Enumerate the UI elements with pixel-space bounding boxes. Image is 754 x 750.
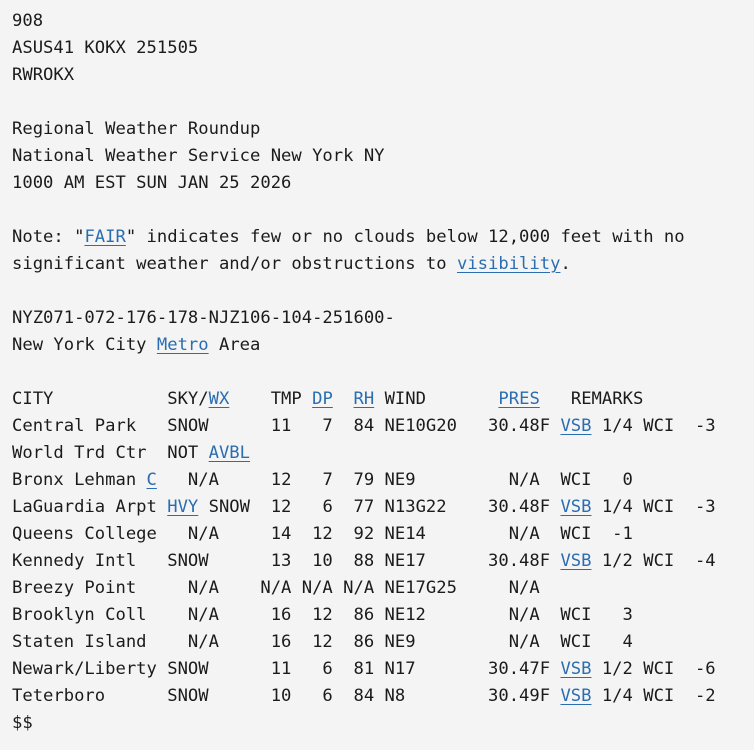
text-segment: New York City <box>12 335 157 355</box>
glossary-link-hvy[interactable]: HVY <box>167 497 199 517</box>
glossary-link-vsb[interactable]: VSB <box>560 686 592 706</box>
text-line: National Weather Service New York NY <box>12 143 754 170</box>
glossary-link-vsb[interactable]: VSB <box>560 416 592 436</box>
text-segment: N/A 12 7 79 NE9 N/A WCI 0 <box>156 470 633 490</box>
text-segment: WIND <box>374 389 499 409</box>
glossary-link-c[interactable]: C <box>146 470 157 490</box>
text-segment: significant weather and/or obstructions … <box>12 254 457 274</box>
text-segment: Brooklyn Coll N/A 16 12 86 NE12 N/A WCI … <box>12 605 633 625</box>
text-line <box>12 278 754 305</box>
glossary-link-dp[interactable]: DP <box>312 389 333 409</box>
text-segment: Newark/Liberty SNOW 11 6 81 N17 30.47F <box>12 659 561 679</box>
text-segment: Kennedy Intl SNOW 13 10 88 NE17 30.48F <box>12 551 561 571</box>
text-line: Central Park SNOW 11 7 84 NE10G20 30.48F… <box>12 413 754 440</box>
text-segment: " indicates few or no clouds below 12,00… <box>125 227 685 247</box>
text-segment: LaGuardia Arpt <box>12 497 168 517</box>
text-line: Bronx Lehman C N/A 12 7 79 NE9 N/A WCI 0 <box>12 467 754 494</box>
text-segment: 1/2 WCI -4 <box>591 551 716 571</box>
text-segment: Breezy Point N/A N/A N/A N/A NE17G25 N/A <box>12 578 540 598</box>
glossary-link-rh[interactable]: RH <box>353 389 375 409</box>
text-segment: RWROKX <box>12 65 75 85</box>
text-segment: ASUS41 KOKX 251505 <box>12 38 199 58</box>
text-segment: Bronx Lehman <box>12 470 147 490</box>
text-line: New York City Metro Area <box>12 332 754 359</box>
text-segment: SNOW 12 6 77 N13G22 30.48F <box>198 497 561 517</box>
glossary-link-vsb[interactable]: VSB <box>560 551 592 571</box>
text-segment: Teterboro SNOW 10 6 84 N8 30.49F <box>12 686 561 706</box>
text-segment: Queens College N/A 14 12 92 NE14 N/A WCI… <box>12 524 633 544</box>
text-line: World Trd Ctr NOT AVBL <box>12 440 754 467</box>
text-line: Brooklyn Coll N/A 16 12 86 NE12 N/A WCI … <box>12 602 754 629</box>
text-line: Teterboro SNOW 10 6 84 N8 30.49F VSB 1/4… <box>12 683 754 710</box>
glossary-link-pres[interactable]: PRES <box>498 389 540 409</box>
text-line: Queens College N/A 14 12 92 NE14 N/A WCI… <box>12 521 754 548</box>
glossary-link-fair[interactable]: FAIR <box>84 227 126 247</box>
glossary-link-metro[interactable]: Metro <box>156 335 209 355</box>
text-line: Newark/Liberty SNOW 11 6 81 N17 30.47F V… <box>12 656 754 683</box>
text-segment: 1/4 WCI -2 <box>591 686 716 706</box>
text-line: NYZ071-072-176-178-NJZ106-104-251600- <box>12 305 754 332</box>
text-segment: Note: " <box>12 227 85 247</box>
text-line <box>12 197 754 224</box>
text-line: 1000 AM EST SUN JAN 25 2026 <box>12 170 754 197</box>
text-line: 908 <box>12 8 754 35</box>
text-segment: 908 <box>12 11 44 31</box>
text-line: ASUS41 KOKX 251505 <box>12 35 754 62</box>
glossary-link-avbl[interactable]: AVBL <box>208 443 251 463</box>
text-line: Staten Island N/A 16 12 86 NE9 N/A WCI 4 <box>12 629 754 656</box>
text-segment: National Weather Service New York NY <box>12 146 385 166</box>
text-line: Kennedy Intl SNOW 13 10 88 NE17 30.48F V… <box>12 548 754 575</box>
glossary-link-visibility[interactable]: visibility <box>456 254 561 274</box>
text-line <box>12 89 754 116</box>
glossary-link-vsb[interactable]: VSB <box>560 497 592 517</box>
text-line: Note: "FAIR" indicates few or no clouds … <box>12 224 754 251</box>
text-segment: . <box>560 254 571 274</box>
text-segment: Area <box>208 335 261 355</box>
text-line <box>12 359 754 386</box>
text-segment: World Trd Ctr NOT <box>12 443 209 463</box>
text-segment: CITY SKY/ <box>12 389 209 409</box>
text-line: RWROKX <box>12 62 754 89</box>
text-segment: 1/4 WCI -3 <box>591 416 716 436</box>
glossary-link-vsb[interactable]: VSB <box>560 659 592 679</box>
text-line: Breezy Point N/A N/A N/A N/A NE17G25 N/A <box>12 575 754 602</box>
text-segment: 1/4 WCI -3 <box>591 497 716 517</box>
glossary-link-wx[interactable]: WX <box>208 389 230 409</box>
text-line: significant weather and/or obstructions … <box>12 251 754 278</box>
text-segment: Central Park SNOW 11 7 84 NE10G20 30.48F <box>12 416 561 436</box>
text-segment: 1/2 WCI -6 <box>591 659 716 679</box>
text-segment: TMP <box>229 389 313 409</box>
text-line: CITY SKY/WX TMP DP RH WIND PRES REMARKS <box>12 386 754 413</box>
text-segment: Staten Island N/A 16 12 86 NE9 N/A WCI 4 <box>12 632 633 652</box>
text-segment: 1000 AM EST SUN JAN 25 2026 <box>12 173 292 193</box>
text-segment: NYZ071-072-176-178-NJZ106-104-251600- <box>12 308 395 328</box>
text-segment: REMARKS <box>539 389 644 409</box>
text-line: $$ <box>12 710 754 737</box>
text-segment: $$ <box>12 713 33 733</box>
text-line: LaGuardia Arpt HVY SNOW 12 6 77 N13G22 3… <box>12 494 754 521</box>
text-segment: Regional Weather Roundup <box>12 119 261 139</box>
text-segment <box>333 389 354 409</box>
text-line: Regional Weather Roundup <box>12 116 754 143</box>
